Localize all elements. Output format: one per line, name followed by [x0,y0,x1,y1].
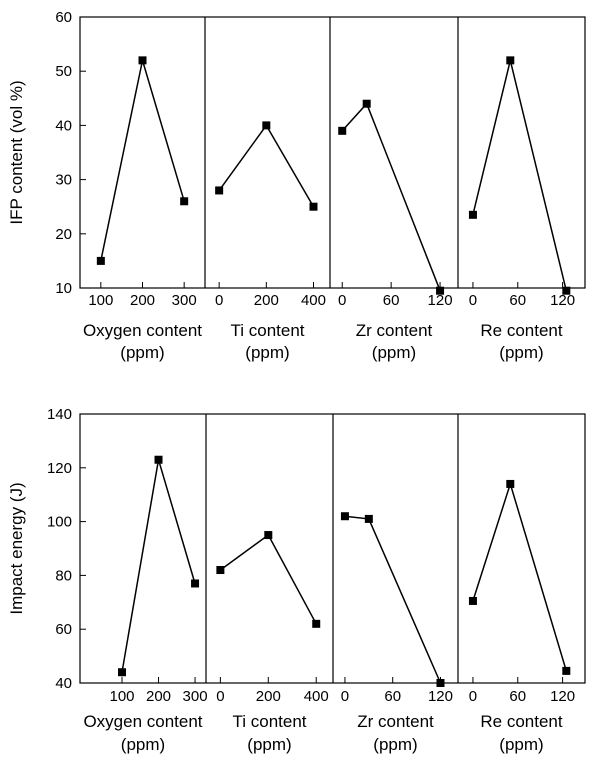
x-axis-title: Ti content [232,712,306,731]
x-axis-unit: (ppm) [373,735,417,754]
x-axis-unit: (ppm) [121,735,165,754]
y-tick-label: 50 [55,63,72,80]
x-axis-title: Ti content [230,321,304,340]
x-tick-label: 0 [215,292,223,309]
data-point [309,202,318,211]
data-point [468,596,477,605]
x-tick-label: 0 [341,688,349,705]
data-point [191,579,200,588]
data-point [312,619,321,628]
x-axis-unit: (ppm) [247,735,291,754]
series-line [219,533,317,625]
y-tick-label: 40 [55,675,72,692]
series-line [121,459,196,673]
x-tick-label: 60 [383,292,400,309]
chart-impact-energy: 140 120 100 80 60 40 Impact energy (J) 100 200 30… [7,406,586,754]
x-axis-title: Oxygen content [83,712,202,731]
x-tick-label: 400 [304,688,329,705]
x-tick-label: 60 [384,688,401,705]
data-point [506,479,515,488]
data-point [362,99,371,108]
x-tick-label: 120 [550,688,575,705]
data-point [138,56,147,65]
x-tick-label: 120 [428,688,453,705]
x-axis-title: Re content [480,712,562,731]
series-line [218,124,315,208]
y-tick-label: 60 [55,9,72,26]
x-tick-label: 200 [146,688,171,705]
series-line [341,102,441,291]
series-line [472,60,568,291]
x-tick-label: 300 [183,688,208,705]
data-point [338,126,347,135]
x-axis-title: Re content [480,321,562,340]
x-tick-label: 0 [469,688,477,705]
data-point [340,512,349,521]
y-tick-label: 20 [55,226,72,243]
data-point [364,514,373,523]
x-axis-unit: (ppm) [245,343,289,362]
panel-0: 100 200 300 Oxygen content (ppm) [83,56,202,362]
x-tick-label: 300 [172,292,197,309]
y-tick-label: 140 [47,406,72,423]
x-tick-label: 100 [109,688,134,705]
data-point [262,121,271,130]
data-point [562,286,571,295]
x-axis-title: Zr content [356,321,433,340]
x-tick-label: 60 [509,688,526,705]
data-point [118,668,126,677]
chart-ifp-content: 60 50 40 30 20 10 IFP content (vol %) 100 200 300… [7,9,586,362]
x-tick-label: 0 [216,688,224,705]
data-point [436,679,445,687]
data-point [562,666,571,675]
x-axis-unit: (ppm) [372,343,416,362]
data-point [264,531,273,540]
x-axis-unit: (ppm) [120,343,164,362]
series-line [344,515,442,684]
panel-1: 0 200 400 Ti content (ppm) [215,121,326,362]
x-tick-label: 120 [428,292,453,309]
plot-frame [79,16,586,289]
data-point [215,186,224,195]
x-axis-unit: (ppm) [499,735,543,754]
panel-2: 0 60 120 Zr content (ppm) [341,512,453,754]
x-tick-label: 200 [254,292,279,309]
panel-3: 0 60 120 Re content (ppm) [469,56,575,362]
panel-1: 0 200 400 Ti content (ppm) [216,531,329,754]
series-line [472,481,568,672]
y-tick-label: 120 [47,460,72,477]
data-point [96,256,105,265]
x-tick-label: 400 [301,292,326,309]
data-point [180,197,189,206]
x-tick-label: 0 [469,292,477,309]
data-point [154,455,163,464]
series-line [100,60,185,262]
y-axis-title: Impact energy (J) [7,482,26,614]
panel-2: 0 60 120 Zr content (ppm) [338,99,453,362]
y-tick-label: 60 [55,621,72,638]
x-tick-label: 200 [256,688,281,705]
x-tick-label: 120 [550,292,575,309]
panel-3: 0 60 120 Re content (ppm) [468,479,575,754]
y-tick-label: 100 [47,514,72,531]
x-tick-label: 60 [509,292,526,309]
y-tick-label: 40 [55,117,72,134]
data-point [506,56,515,65]
x-tick-label: 200 [130,292,155,309]
x-tick-label: 0 [338,292,346,309]
data-point [216,566,225,575]
x-axis-unit: (ppm) [499,343,543,362]
y-tick-label: 30 [55,172,72,189]
y-tick-label: 10 [55,280,72,297]
x-axis-title: Oxygen content [83,321,202,340]
x-axis-title: Zr content [357,712,434,731]
panel-0: 100 200 300 Oxygen content (ppm) [83,455,208,754]
y-tick-label: 80 [55,567,72,584]
x-tick-label: 100 [88,292,113,309]
data-point [468,210,477,219]
data-point [436,286,445,295]
y-axis-title: IFP content (vol %) [7,80,26,224]
